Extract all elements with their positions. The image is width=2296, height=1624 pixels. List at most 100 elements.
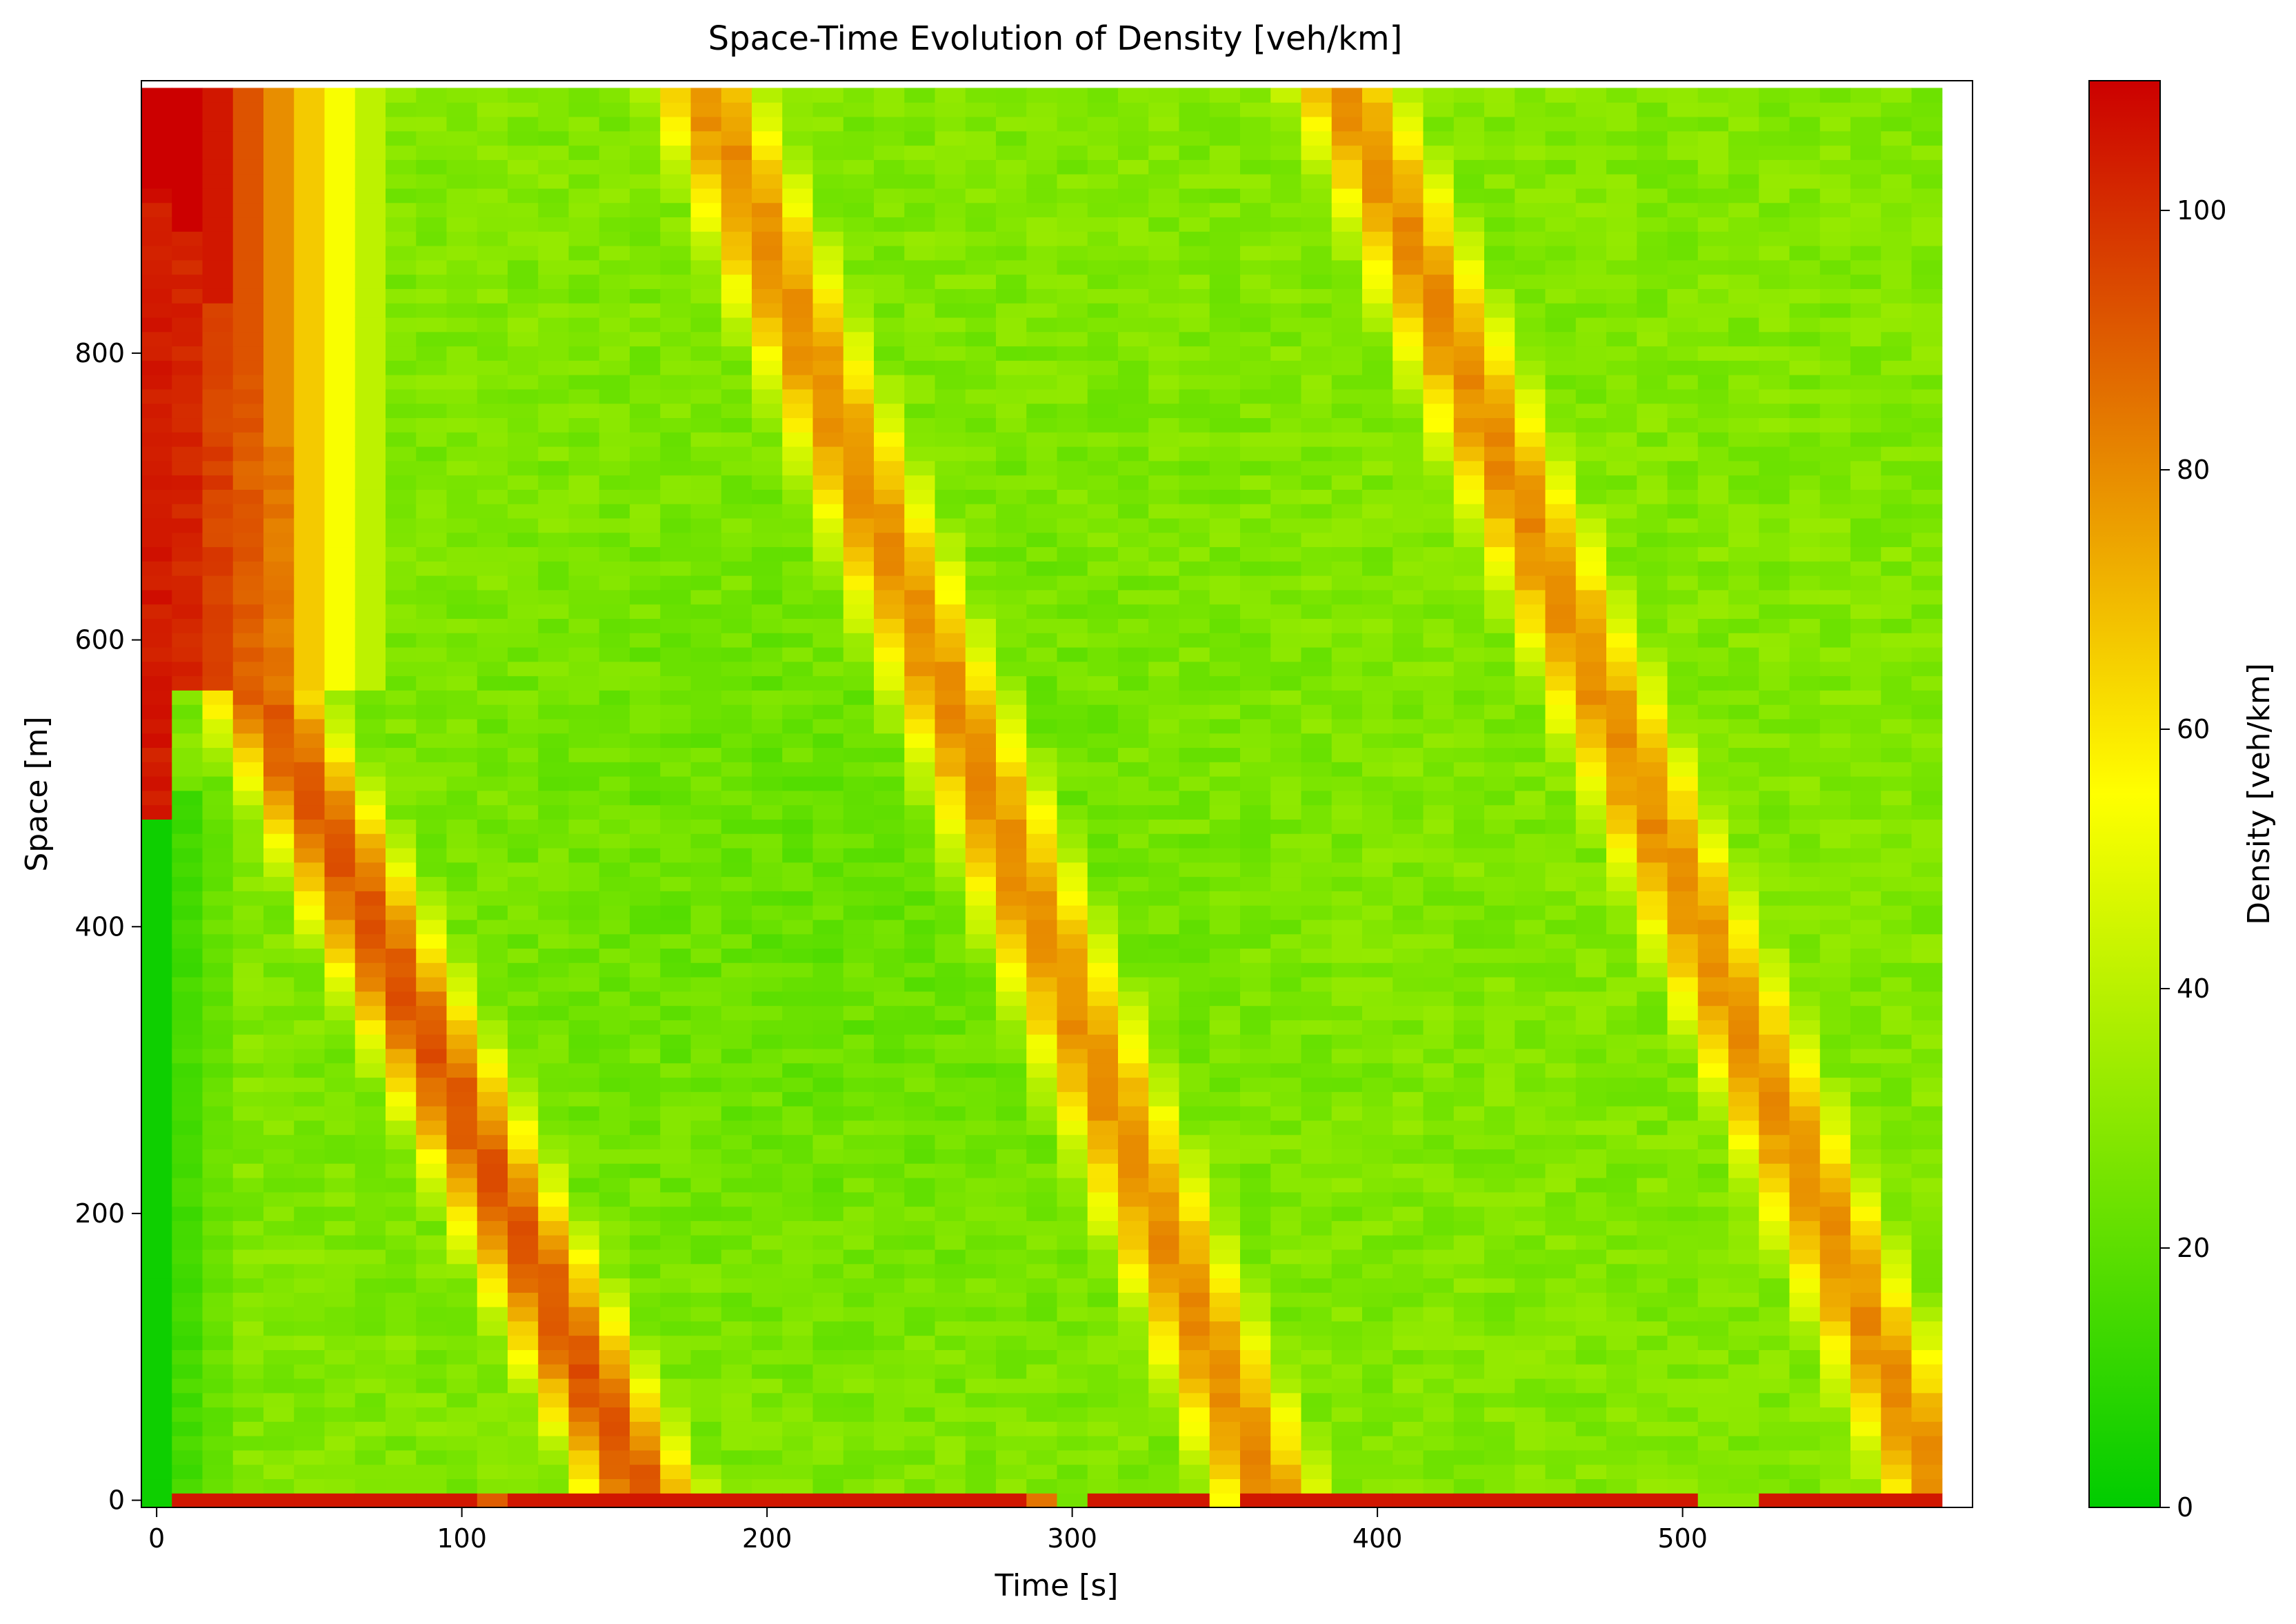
heatmap-cell [1148, 1478, 1180, 1494]
heatmap-cell [202, 804, 234, 820]
heatmap-cell [355, 346, 386, 361]
heatmap-cell [294, 1278, 326, 1293]
heatmap-cell [1301, 317, 1332, 333]
heatmap-cell [1118, 1062, 1149, 1078]
heatmap-cell [843, 1436, 875, 1451]
heatmap-cell [568, 891, 600, 906]
heatmap-cell [721, 661, 752, 677]
heatmap-cell [630, 1407, 661, 1422]
heatmap-cell [1331, 1077, 1363, 1092]
heatmap-cell [660, 575, 692, 591]
heatmap-cell [324, 790, 356, 806]
heatmap-cell [538, 346, 570, 361]
heatmap-cell [1087, 88, 1119, 103]
heatmap-cell [782, 1206, 814, 1221]
heatmap-cell [630, 159, 661, 175]
heatmap-cell [1515, 718, 1546, 734]
heatmap-cell [172, 1106, 203, 1121]
heatmap-cell [263, 1106, 295, 1121]
heatmap-cell [874, 690, 905, 705]
heatmap-cell [386, 259, 417, 275]
heatmap-cell [324, 675, 356, 691]
heatmap-cell [1484, 532, 1515, 548]
heatmap-cell [782, 1320, 814, 1336]
heatmap-cell [1515, 188, 1546, 204]
heatmap-cell [1331, 202, 1363, 218]
heatmap-cell [1484, 331, 1515, 347]
heatmap-cell [1148, 1278, 1180, 1293]
heatmap-cell [1637, 246, 1668, 261]
heatmap-cell [141, 561, 172, 576]
heatmap-cell [263, 762, 295, 777]
heatmap-cell [446, 604, 478, 619]
heatmap-cell [1026, 604, 1058, 619]
heatmap-cell [1606, 1163, 1637, 1178]
heatmap-cell [1270, 675, 1302, 691]
heatmap-cell [1087, 690, 1119, 705]
heatmap-cell [1057, 876, 1088, 891]
heatmap-cell [1362, 1120, 1393, 1136]
heatmap-cell [324, 618, 356, 633]
heatmap-cell [1575, 130, 1607, 146]
heatmap-cell [1179, 1062, 1210, 1078]
heatmap-cell [263, 475, 295, 490]
heatmap-cell [1209, 862, 1241, 878]
heatmap-cell [172, 1464, 203, 1480]
heatmap-cell [446, 202, 478, 218]
heatmap-cell [721, 1091, 752, 1107]
heatmap-cell [904, 819, 936, 834]
heatmap-cell [904, 1034, 936, 1049]
heatmap-cell [263, 288, 295, 304]
heatmap-cell [508, 1421, 539, 1436]
heatmap-cell [599, 188, 630, 204]
heatmap-cell [1331, 747, 1363, 762]
heatmap-cell [1362, 102, 1393, 117]
heatmap-cell [538, 1378, 570, 1394]
heatmap-cell [1637, 962, 1668, 978]
heatmap-cell [202, 504, 234, 519]
heatmap-cell [1453, 1077, 1485, 1092]
heatmap-cell [1331, 1062, 1363, 1078]
heatmap-cell [386, 274, 417, 289]
heatmap-cell [1545, 102, 1577, 117]
heatmap-cell [965, 1048, 997, 1064]
heatmap-cell [1057, 933, 1088, 949]
heatmap-cell [1301, 145, 1332, 160]
heatmap-cell [172, 202, 203, 218]
heatmap-cell [508, 1364, 539, 1379]
heatmap-cell [172, 1077, 203, 1092]
heatmap-cell [202, 1449, 234, 1465]
heatmap-cell [1087, 1449, 1119, 1465]
heatmap-cell [1301, 288, 1332, 304]
heatmap-cell [843, 891, 875, 906]
heatmap-cell [477, 375, 508, 390]
heatmap-cell [477, 948, 508, 963]
heatmap-cell [232, 288, 264, 304]
heatmap-cell [1209, 489, 1241, 504]
heatmap-cell [477, 517, 508, 533]
heatmap-cell [141, 589, 172, 605]
heatmap-cell [294, 790, 326, 806]
heatmap-cell [355, 718, 386, 734]
heatmap-cell [630, 1134, 661, 1149]
heatmap-cell [599, 246, 630, 261]
heatmap-cell [232, 948, 264, 963]
heatmap-cell [690, 948, 722, 963]
heatmap-cell [1118, 1292, 1149, 1307]
heatmap-cell [690, 833, 722, 849]
heatmap-cell [477, 1220, 508, 1236]
heatmap-cell [843, 375, 875, 390]
heatmap-cell [965, 790, 997, 806]
heatmap-cell [1057, 217, 1088, 232]
heatmap-cell [477, 661, 508, 677]
heatmap-cell [232, 618, 264, 633]
heatmap-cell [538, 1005, 570, 1020]
heatmap-cell [1484, 733, 1515, 749]
heatmap-cell [1362, 618, 1393, 633]
heatmap-cell [1575, 546, 1607, 562]
heatmap-cell [1423, 646, 1455, 662]
heatmap-cell [935, 1249, 966, 1265]
heatmap-cell [1179, 618, 1210, 633]
heatmap-cell [965, 804, 997, 820]
heatmap-cell [1057, 1191, 1088, 1207]
